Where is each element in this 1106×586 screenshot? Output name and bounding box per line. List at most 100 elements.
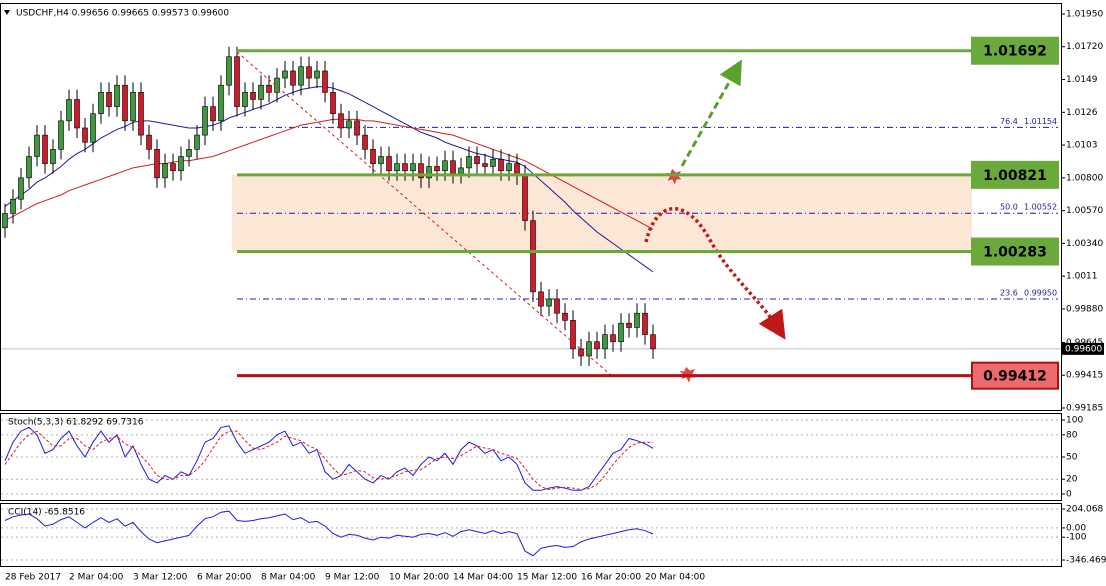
level-box: [971, 36, 1059, 65]
candle-body: [282, 70, 288, 79]
candle-body: [18, 177, 24, 200]
candle-body: [290, 70, 296, 86]
y-tick-label: 0.99880: [1066, 304, 1103, 314]
candle-body: [2, 213, 8, 229]
candle-body: [434, 166, 440, 172]
candle-body: [186, 149, 192, 157]
candle-body: [530, 220, 536, 293]
candle-body: [578, 348, 584, 357]
candle-body: [74, 99, 80, 129]
level-label: 1.01692: [983, 44, 1047, 60]
candle-body: [394, 163, 400, 172]
candle-body: [138, 92, 144, 136]
y-tick-label: 100: [1066, 416, 1083, 426]
level-box: [971, 361, 1059, 390]
candle-body: [370, 149, 376, 164]
fib-level: 50.0: [1000, 203, 1018, 212]
y-tick-label: 1.0126: [1066, 108, 1098, 118]
x-tick-label: 3 Mar 12:00: [133, 573, 188, 583]
candle-body: [490, 159, 496, 167]
indicator-title: Stoch(5,3,3) 61.8292 69.7316: [8, 418, 144, 428]
y-tick-label: -100: [1066, 533, 1087, 543]
candle-body: [66, 99, 72, 122]
candle-body: [402, 163, 408, 172]
fib-price: 1.01154: [1024, 117, 1057, 126]
y-tick-label: 0: [1066, 490, 1072, 500]
candle-body: [82, 127, 88, 143]
candle-body: [506, 163, 512, 172]
candle-body: [10, 198, 16, 214]
candle-body: [642, 312, 648, 335]
price-tag-label: 0.99600: [1065, 344, 1102, 354]
candle-body: [386, 156, 392, 172]
down-arrow: [644, 207, 786, 340]
candle-body: [514, 163, 520, 176]
indicator-title: CCI(14) -65.8516: [8, 508, 85, 518]
candle-body: [258, 84, 264, 100]
x-tick-label: 16 Mar 20:00: [581, 573, 641, 583]
candle-body: [298, 66, 304, 86]
y-tick-label: 1.0103: [1066, 141, 1098, 151]
moving-average: [4, 118, 654, 230]
x-tick-label: 8 Mar 04:00: [261, 573, 316, 583]
candle-body: [274, 77, 280, 93]
candle-body: [562, 312, 568, 321]
candle-body: [50, 149, 56, 164]
candle-body: [634, 312, 640, 328]
candle-body: [250, 92, 256, 100]
x-tick-label: 15 Mar 12:00: [517, 573, 577, 583]
y-tick-label: -346.4698: [1066, 556, 1106, 566]
candle-body: [418, 163, 424, 179]
y-tick-label: 0.99415: [1066, 371, 1103, 381]
candle-body: [482, 163, 488, 167]
candle-body: [586, 341, 592, 357]
up-arrow: [680, 59, 742, 167]
indicator-line: [4, 425, 654, 491]
level-label: 1.00821: [983, 168, 1047, 184]
x-tick-label: 20 Mar 04:00: [645, 573, 705, 583]
candle-body: [26, 156, 32, 179]
candle-body: [450, 160, 456, 174]
candle-body: [498, 159, 504, 172]
y-tick-label: 204.068: [1066, 505, 1103, 515]
level-box: [971, 160, 1059, 189]
candle-body: [466, 156, 472, 169]
candle-body: [426, 166, 432, 179]
candle-body: [602, 334, 608, 350]
candle-body: [90, 113, 96, 143]
candle-body: [546, 298, 552, 307]
candle-body: [346, 120, 352, 129]
candle-body: [474, 156, 480, 164]
candle-body: [226, 56, 232, 86]
candle-body: [210, 106, 216, 122]
candle-body: [194, 134, 200, 150]
price-tag: [1062, 342, 1104, 355]
menu-triangle: [4, 10, 10, 15]
candle-body: [354, 120, 360, 136]
candle-body: [338, 113, 344, 129]
fib-level: 76.4: [1000, 117, 1018, 126]
candle-body: [202, 106, 208, 136]
trend-line: [236, 51, 613, 377]
y-tick-label: 1.0011: [1066, 272, 1098, 282]
y-tick-label: 80: [1066, 430, 1078, 440]
candle-body: [114, 84, 120, 107]
candle-body: [146, 134, 152, 150]
chart-header: USDCHF,H4 0.99656 0.99665 0.99573 0.9960…: [16, 9, 229, 19]
candle-body: [314, 70, 320, 79]
candle-body: [42, 134, 48, 164]
fib-level: 23.6: [1000, 288, 1018, 297]
level-box: [971, 237, 1059, 266]
candle-body: [378, 156, 384, 164]
candle-body: [594, 341, 600, 350]
indicator-line: [4, 510, 654, 557]
main-frame: [0, 3, 1062, 411]
plot-layer: [1, 46, 1061, 561]
candle-body: [626, 322, 632, 328]
x-tick-label: 2 Mar 04:00: [69, 573, 124, 583]
candle-body: [106, 92, 112, 107]
candle-body: [442, 160, 448, 172]
